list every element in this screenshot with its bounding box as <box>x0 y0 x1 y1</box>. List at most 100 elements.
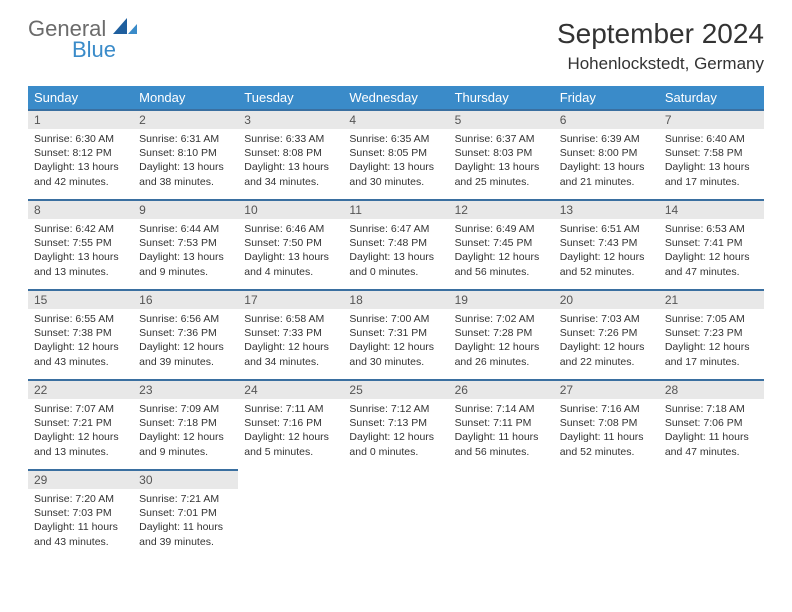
daylight-line: Daylight: 13 hours and 21 minutes. <box>560 160 653 188</box>
sunset-line: Sunset: 7:53 PM <box>139 236 232 250</box>
daylight-line: Daylight: 12 hours and 17 minutes. <box>665 340 758 368</box>
sunrise-line: Sunrise: 6:44 AM <box>139 222 232 236</box>
calendar-header-row: SundayMondayTuesdayWednesdayThursdayFrid… <box>28 86 764 109</box>
weekday-header: Saturday <box>659 86 764 109</box>
calendar-cell: 29Sunrise: 7:20 AMSunset: 7:03 PMDayligh… <box>28 469 133 559</box>
day-number: 22 <box>28 379 133 399</box>
day-details: Sunrise: 7:09 AMSunset: 7:18 PMDaylight:… <box>133 399 238 465</box>
calendar-cell: 23Sunrise: 7:09 AMSunset: 7:18 PMDayligh… <box>133 379 238 469</box>
day-details: Sunrise: 7:16 AMSunset: 7:08 PMDaylight:… <box>554 399 659 465</box>
daylight-line: Daylight: 13 hours and 30 minutes. <box>349 160 442 188</box>
calendar-cell <box>659 469 764 559</box>
sunrise-line: Sunrise: 6:47 AM <box>349 222 442 236</box>
sunset-line: Sunset: 8:12 PM <box>34 146 127 160</box>
daylight-line: Daylight: 13 hours and 38 minutes. <box>139 160 232 188</box>
calendar-cell: 22Sunrise: 7:07 AMSunset: 7:21 PMDayligh… <box>28 379 133 469</box>
calendar-cell: 20Sunrise: 7:03 AMSunset: 7:26 PMDayligh… <box>554 289 659 379</box>
calendar-cell: 2Sunrise: 6:31 AMSunset: 8:10 PMDaylight… <box>133 109 238 199</box>
daylight-line: Daylight: 13 hours and 42 minutes. <box>34 160 127 188</box>
day-details: Sunrise: 7:21 AMSunset: 7:01 PMDaylight:… <box>133 489 238 555</box>
day-number: 1 <box>28 109 133 129</box>
day-details: Sunrise: 7:18 AMSunset: 7:06 PMDaylight:… <box>659 399 764 465</box>
sunset-line: Sunset: 7:33 PM <box>244 326 337 340</box>
calendar-cell: 28Sunrise: 7:18 AMSunset: 7:06 PMDayligh… <box>659 379 764 469</box>
calendar-cell <box>449 469 554 559</box>
day-number: 15 <box>28 289 133 309</box>
day-details: Sunrise: 6:55 AMSunset: 7:38 PMDaylight:… <box>28 309 133 375</box>
daylight-line: Daylight: 11 hours and 52 minutes. <box>560 430 653 458</box>
sunrise-line: Sunrise: 6:53 AM <box>665 222 758 236</box>
day-number: 26 <box>449 379 554 399</box>
sunrise-line: Sunrise: 6:37 AM <box>455 132 548 146</box>
day-details: Sunrise: 7:00 AMSunset: 7:31 PMDaylight:… <box>343 309 448 375</box>
day-details: Sunrise: 6:37 AMSunset: 8:03 PMDaylight:… <box>449 129 554 195</box>
sunrise-line: Sunrise: 7:05 AM <box>665 312 758 326</box>
day-details: Sunrise: 6:46 AMSunset: 7:50 PMDaylight:… <box>238 219 343 285</box>
day-number: 12 <box>449 199 554 219</box>
daylight-line: Daylight: 12 hours and 43 minutes. <box>34 340 127 368</box>
day-number: 18 <box>343 289 448 309</box>
daylight-line: Daylight: 12 hours and 9 minutes. <box>139 430 232 458</box>
day-number: 30 <box>133 469 238 489</box>
sunrise-line: Sunrise: 7:20 AM <box>34 492 127 506</box>
sunrise-line: Sunrise: 6:42 AM <box>34 222 127 236</box>
daylight-line: Daylight: 12 hours and 34 minutes. <box>244 340 337 368</box>
sunrise-line: Sunrise: 6:56 AM <box>139 312 232 326</box>
weekday-header: Thursday <box>449 86 554 109</box>
sunrise-line: Sunrise: 7:09 AM <box>139 402 232 416</box>
day-number: 11 <box>343 199 448 219</box>
daylight-line: Daylight: 13 hours and 25 minutes. <box>455 160 548 188</box>
day-details: Sunrise: 7:11 AMSunset: 7:16 PMDaylight:… <box>238 399 343 465</box>
calendar-cell: 15Sunrise: 6:55 AMSunset: 7:38 PMDayligh… <box>28 289 133 379</box>
day-number: 8 <box>28 199 133 219</box>
day-number: 9 <box>133 199 238 219</box>
calendar-cell: 14Sunrise: 6:53 AMSunset: 7:41 PMDayligh… <box>659 199 764 289</box>
day-number: 17 <box>238 289 343 309</box>
day-number: 20 <box>554 289 659 309</box>
sunrise-line: Sunrise: 7:21 AM <box>139 492 232 506</box>
sunset-line: Sunset: 7:11 PM <box>455 416 548 430</box>
sunrise-line: Sunrise: 6:35 AM <box>349 132 442 146</box>
sunset-line: Sunset: 7:50 PM <box>244 236 337 250</box>
calendar-table: SundayMondayTuesdayWednesdayThursdayFrid… <box>28 86 764 559</box>
daylight-line: Daylight: 11 hours and 47 minutes. <box>665 430 758 458</box>
day-details: Sunrise: 6:33 AMSunset: 8:08 PMDaylight:… <box>238 129 343 195</box>
calendar-cell: 16Sunrise: 6:56 AMSunset: 7:36 PMDayligh… <box>133 289 238 379</box>
sunrise-line: Sunrise: 6:31 AM <box>139 132 232 146</box>
sunrise-line: Sunrise: 6:49 AM <box>455 222 548 236</box>
location-label: Hohenlockstedt, Germany <box>557 54 764 74</box>
day-details: Sunrise: 7:07 AMSunset: 7:21 PMDaylight:… <box>28 399 133 465</box>
calendar-cell <box>238 469 343 559</box>
sunset-line: Sunset: 7:03 PM <box>34 506 127 520</box>
calendar-row: 15Sunrise: 6:55 AMSunset: 7:38 PMDayligh… <box>28 289 764 379</box>
daylight-line: Daylight: 12 hours and 47 minutes. <box>665 250 758 278</box>
calendar-row: 8Sunrise: 6:42 AMSunset: 7:55 PMDaylight… <box>28 199 764 289</box>
calendar-cell: 3Sunrise: 6:33 AMSunset: 8:08 PMDaylight… <box>238 109 343 199</box>
sunrise-line: Sunrise: 6:39 AM <box>560 132 653 146</box>
daylight-line: Daylight: 13 hours and 13 minutes. <box>34 250 127 278</box>
sunrise-line: Sunrise: 7:16 AM <box>560 402 653 416</box>
daylight-line: Daylight: 13 hours and 34 minutes. <box>244 160 337 188</box>
daylight-line: Daylight: 12 hours and 30 minutes. <box>349 340 442 368</box>
title-block: September 2024 Hohenlockstedt, Germany <box>557 18 764 74</box>
sunrise-line: Sunrise: 6:46 AM <box>244 222 337 236</box>
day-details: Sunrise: 6:56 AMSunset: 7:36 PMDaylight:… <box>133 309 238 375</box>
day-details: Sunrise: 7:05 AMSunset: 7:23 PMDaylight:… <box>659 309 764 375</box>
day-details: Sunrise: 6:58 AMSunset: 7:33 PMDaylight:… <box>238 309 343 375</box>
day-details: Sunrise: 7:12 AMSunset: 7:13 PMDaylight:… <box>343 399 448 465</box>
sunset-line: Sunset: 8:08 PM <box>244 146 337 160</box>
day-number: 16 <box>133 289 238 309</box>
sunset-line: Sunset: 8:05 PM <box>349 146 442 160</box>
calendar-cell: 5Sunrise: 6:37 AMSunset: 8:03 PMDaylight… <box>449 109 554 199</box>
calendar-row: 1Sunrise: 6:30 AMSunset: 8:12 PMDaylight… <box>28 109 764 199</box>
sunset-line: Sunset: 7:55 PM <box>34 236 127 250</box>
sunset-line: Sunset: 8:10 PM <box>139 146 232 160</box>
sunrise-line: Sunrise: 7:14 AM <box>455 402 548 416</box>
day-number: 14 <box>659 199 764 219</box>
calendar-cell: 6Sunrise: 6:39 AMSunset: 8:00 PMDaylight… <box>554 109 659 199</box>
daylight-line: Daylight: 13 hours and 0 minutes. <box>349 250 442 278</box>
calendar-cell <box>343 469 448 559</box>
day-details: Sunrise: 6:51 AMSunset: 7:43 PMDaylight:… <box>554 219 659 285</box>
daylight-line: Daylight: 12 hours and 26 minutes. <box>455 340 548 368</box>
calendar-cell: 7Sunrise: 6:40 AMSunset: 7:58 PMDaylight… <box>659 109 764 199</box>
